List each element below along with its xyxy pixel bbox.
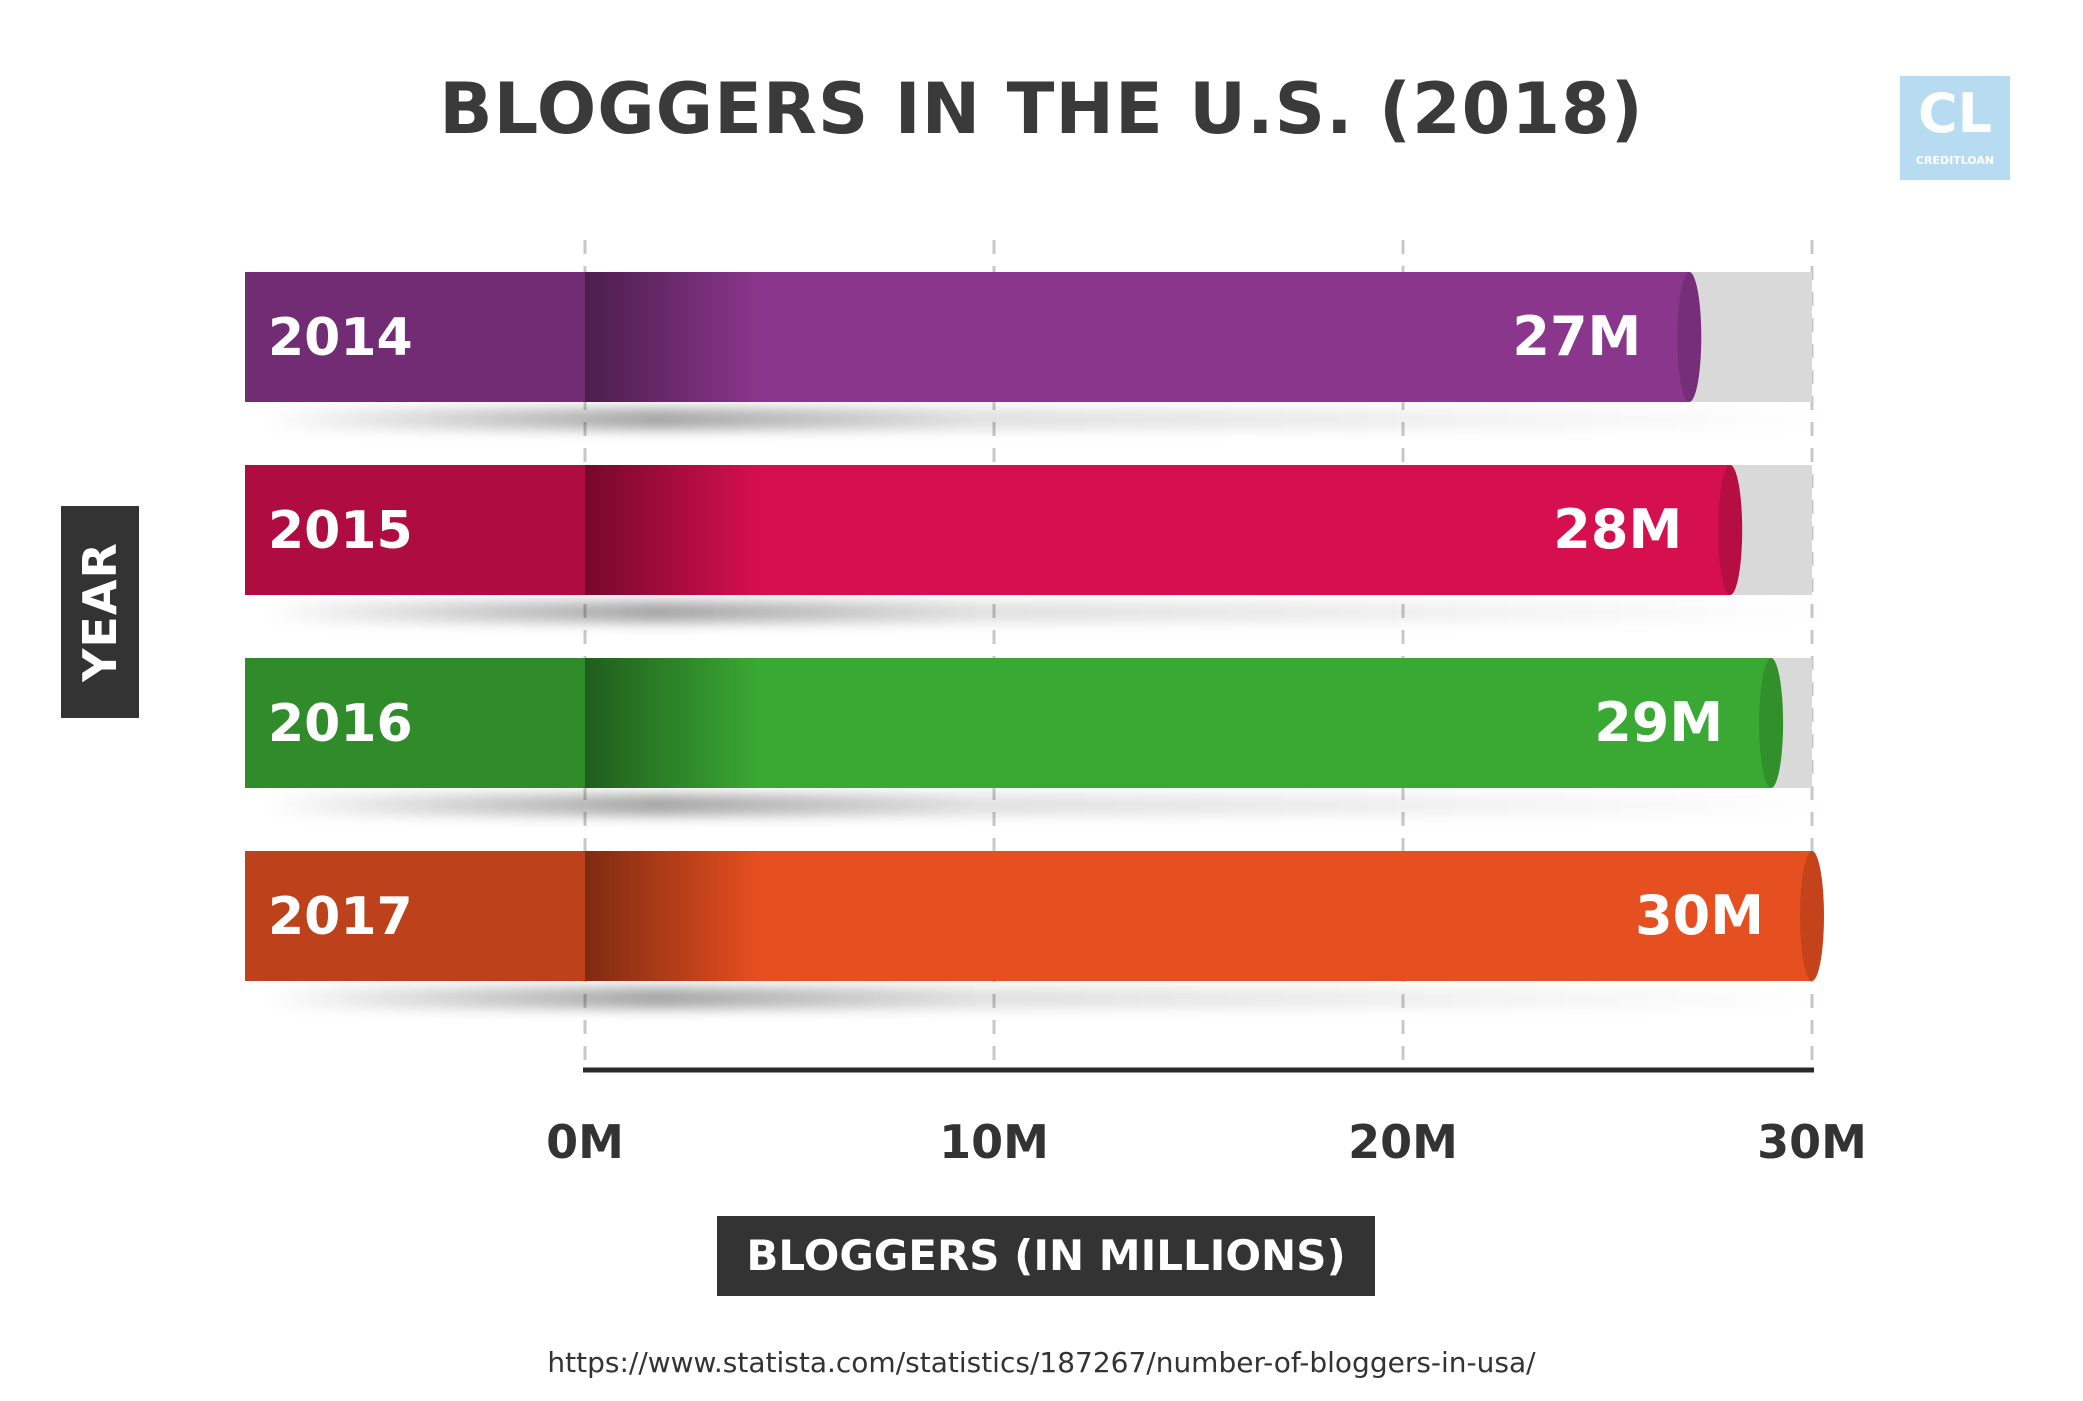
bar-year-zone [245,272,585,402]
bar-cap [1677,272,1702,402]
bar-cap [1759,658,1784,788]
data-label: 27M [1512,305,1641,368]
bar [585,465,1731,595]
logo-letters: CL [1917,82,1993,145]
y-axis-label-text: YEAR [73,542,127,682]
bar-year-zone [245,851,585,981]
x-tick-label: 0M [546,1115,624,1169]
x-tick-label: 10M [939,1115,1049,1169]
category-label: 2016 [268,694,413,754]
bar-shading [585,851,760,981]
x-tick-label: 20M [1348,1115,1458,1169]
data-label: 29M [1594,691,1723,754]
bar-shadow [265,408,1832,430]
creditloan-logo: CL CREDITLOAN [1900,76,2010,180]
bar-shading [585,465,760,595]
bar-shadow [265,601,1832,623]
bar-cap [1718,465,1743,595]
bar-shadow [265,794,1832,816]
category-label: 2015 [268,501,413,561]
x-axis: 0M 10M 20M 30M [546,1067,1867,1169]
bar-year-zone [245,658,585,788]
bar-shading [585,272,760,402]
source-url: https://www.statista.com/statistics/1872… [547,1346,1536,1379]
bar-shadow [265,987,1832,1009]
bar [585,851,1812,981]
x-axis-label: BLOGGERS (IN MILLIONS) [717,1216,1375,1296]
bars: 2014 27M 2015 28M 2016 29M 2017 30M [245,272,1824,981]
category-label: 2014 [268,308,413,368]
data-label: 28M [1553,498,1682,561]
logo-name: CREDITLOAN [1915,154,1995,167]
bar-shadows [265,408,1832,1009]
bar-shading [585,658,760,788]
bar-year-zone [245,465,585,595]
bar [585,272,1690,402]
data-label: 30M [1635,884,1764,947]
x-tick-label: 30M [1757,1115,1867,1169]
category-label: 2017 [268,887,413,947]
bar-cap [1800,851,1824,981]
bar [585,658,1772,788]
y-axis-label: YEAR [61,506,139,718]
chart-title: BLOGGERS IN THE U.S. (2018) [439,68,1644,150]
